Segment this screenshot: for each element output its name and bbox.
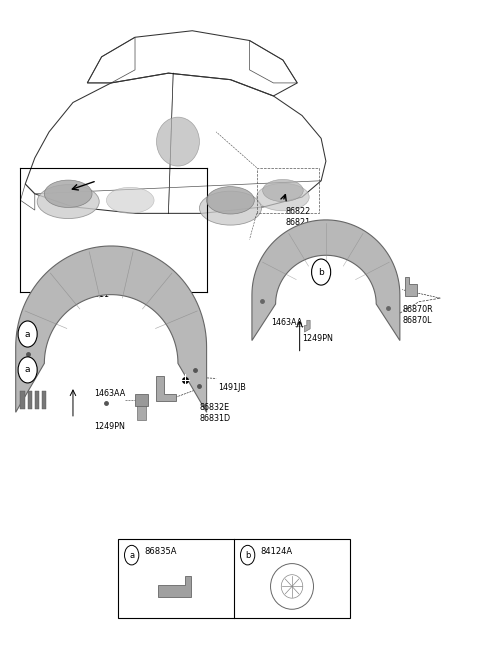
Polygon shape xyxy=(405,276,417,296)
Text: b: b xyxy=(318,267,324,276)
Circle shape xyxy=(312,259,331,285)
Text: b: b xyxy=(245,551,251,559)
Ellipse shape xyxy=(199,191,262,225)
Polygon shape xyxy=(156,376,176,401)
Bar xyxy=(35,391,39,409)
Text: 86870R
86870L: 86870R 86870L xyxy=(402,305,433,325)
Bar xyxy=(135,394,148,405)
Ellipse shape xyxy=(156,117,199,166)
Text: 86812
86811: 86812 86811 xyxy=(85,278,110,299)
Bar xyxy=(118,540,350,618)
Polygon shape xyxy=(158,576,191,597)
Ellipse shape xyxy=(206,187,254,214)
Bar xyxy=(21,391,25,409)
Text: 86832E
86831D: 86832E 86831D xyxy=(199,403,230,422)
Bar xyxy=(137,405,146,420)
Text: 84124A: 84124A xyxy=(261,547,293,555)
Bar xyxy=(42,391,46,409)
Text: a: a xyxy=(129,551,134,559)
Ellipse shape xyxy=(257,183,309,211)
Text: 1463AA: 1463AA xyxy=(95,390,126,398)
Text: 86822
86821: 86822 86821 xyxy=(285,207,311,227)
Text: 86835A: 86835A xyxy=(144,547,177,555)
Ellipse shape xyxy=(37,185,99,219)
Ellipse shape xyxy=(44,180,92,208)
Text: 1491JB: 1491JB xyxy=(218,383,246,392)
Text: a: a xyxy=(25,329,30,339)
Text: 1463AA: 1463AA xyxy=(271,318,302,327)
Ellipse shape xyxy=(263,179,303,202)
Polygon shape xyxy=(16,246,206,412)
Circle shape xyxy=(240,546,255,565)
Polygon shape xyxy=(252,220,400,341)
Circle shape xyxy=(18,321,37,347)
Text: a: a xyxy=(25,365,30,375)
Circle shape xyxy=(124,546,139,565)
Bar xyxy=(28,391,32,409)
Text: 1249PN: 1249PN xyxy=(95,422,125,431)
Ellipse shape xyxy=(107,187,154,214)
Circle shape xyxy=(18,357,37,383)
Text: 1249PN: 1249PN xyxy=(302,334,333,343)
Polygon shape xyxy=(304,320,310,332)
